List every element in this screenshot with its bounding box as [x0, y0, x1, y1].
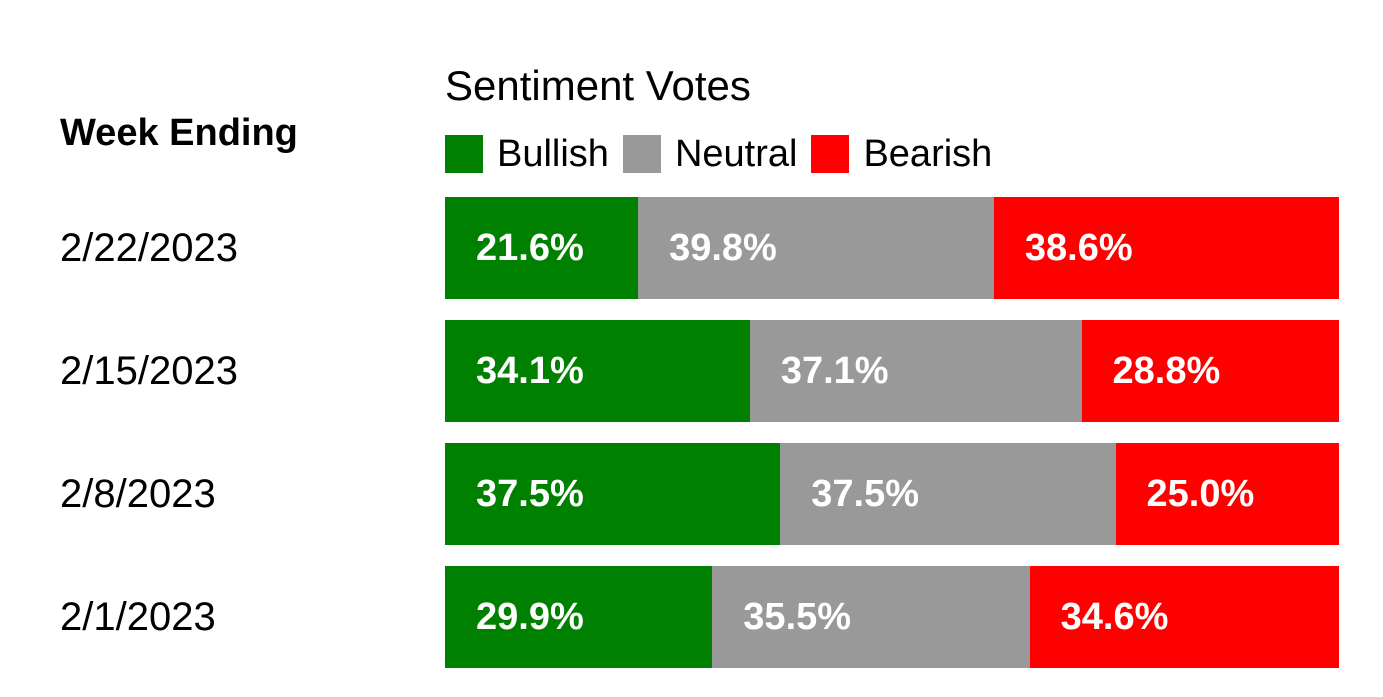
bar-segment-neutral: 37.1% [749, 320, 1082, 422]
bar-segment-bullish: 21.6% [445, 197, 639, 299]
legend-label-bullish: Bullish [497, 132, 609, 175]
week-ending-label: 2/8/2023 [60, 472, 216, 516]
legend-item-bearish: Bearish [811, 133, 992, 176]
week-ending-label: 2/1/2023 [60, 595, 216, 639]
data-label-neutral: 37.1% [780, 349, 889, 392]
legend-swatch-bullish [445, 135, 483, 173]
bar-row: 37.5% 37.5% 25.0% [445, 443, 1339, 545]
bar-segment-bearish: 34.6% [1029, 566, 1339, 668]
data-label-bearish: 28.8% [1112, 349, 1221, 392]
bar-segment-bullish: 34.1% [445, 320, 750, 422]
data-label-bullish: 34.1% [476, 349, 584, 392]
data-label-bearish: 38.6% [1024, 226, 1133, 269]
bar-segment-neutral: 39.8% [638, 197, 994, 299]
row-header-week-ending: Week Ending [60, 112, 298, 154]
data-label-bullish: 37.5% [476, 472, 584, 515]
data-label-bearish: 25.0% [1146, 472, 1255, 515]
bar-row: 29.9% 35.5% 34.6% [445, 566, 1339, 668]
data-label-neutral: 39.8% [669, 226, 777, 269]
bar-segment-bullish: 29.9% [445, 566, 713, 668]
legend-swatch-bearish [811, 135, 850, 173]
legend: Bullish Neutral Bearish [445, 133, 1006, 175]
data-label-neutral: 37.5% [811, 472, 919, 515]
bar-row: 21.6% 39.8% 38.6% [445, 197, 1339, 299]
data-label-neutral: 35.5% [743, 595, 852, 638]
legend-label-bearish: Bearish [863, 132, 993, 175]
bar-segment-neutral: 35.5% [712, 566, 1030, 668]
legend-swatch-neutral [622, 135, 661, 173]
bar-segment-bullish: 37.5% [445, 443, 781, 545]
bar-row: 34.1% 37.1% 28.8% [445, 320, 1339, 422]
bar-segment-neutral: 37.5% [780, 443, 1116, 545]
week-ending-label: 2/15/2023 [60, 349, 238, 393]
week-ending-label: 2/22/2023 [60, 226, 238, 270]
legend-item-bullish: Bullish [445, 133, 609, 176]
bar-segment-bearish: 38.6% [993, 197, 1339, 299]
data-label-bullish: 21.6% [476, 226, 584, 269]
legend-item-neutral: Neutral [622, 132, 798, 176]
bar-segment-bearish: 25.0% [1115, 443, 1339, 545]
data-label-bullish: 29.9% [476, 595, 584, 638]
data-label-bearish: 34.6% [1060, 595, 1169, 638]
chart-title: Sentiment Votes [445, 62, 751, 109]
bar-segment-bearish: 28.8% [1081, 320, 1339, 422]
legend-label-neutral: Neutral [674, 132, 798, 175]
